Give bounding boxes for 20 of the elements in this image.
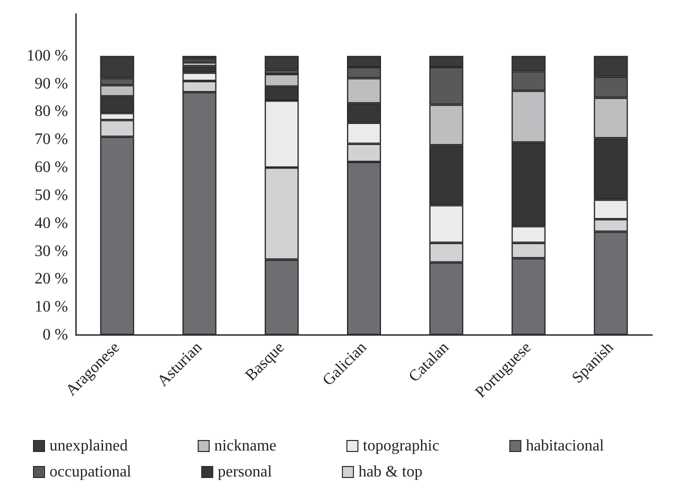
y-tick-label: 10 % <box>34 298 68 316</box>
bar <box>182 58 216 62</box>
y-tick-label: 0 % <box>42 326 68 344</box>
y-tick-label: 80 % <box>34 103 68 120</box>
y-tick-label: 70 % <box>34 131 68 148</box>
legend-label: habitacional <box>526 438 605 454</box>
y-tick-label: 60 % <box>34 159 68 176</box>
y-tick-label: 100 % <box>26 47 68 64</box>
legend-label: nickname <box>214 438 276 454</box>
legend-label: hab & top <box>358 464 422 480</box>
legend-label: topographic <box>362 438 440 454</box>
y-tick-label: 50 % <box>34 186 68 204</box>
legend-label: unexplained <box>50 438 128 454</box>
legend-label: occupational <box>50 464 132 480</box>
legend-label: personal <box>218 464 272 480</box>
y-tick-label: 20 % <box>34 270 68 288</box>
y-tick-label: 40 % <box>34 214 68 232</box>
y-tick-label: 30 % <box>34 242 68 260</box>
bar <box>264 56 299 70</box>
y-tick-label: 90 % <box>34 75 68 92</box>
